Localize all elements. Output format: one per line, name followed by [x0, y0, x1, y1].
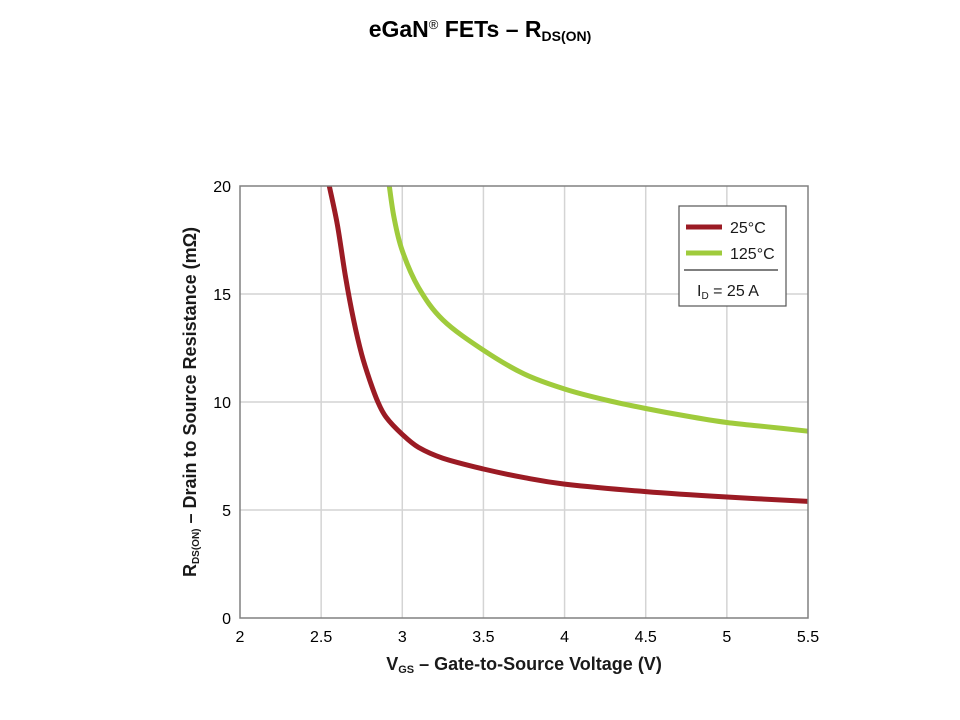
- x-axis-label-sub: GS: [398, 664, 414, 676]
- series-layer: [326, 185, 809, 504]
- x-tick-label-3: 3.5: [472, 629, 494, 646]
- x-tick-label-0: 2: [236, 629, 245, 646]
- title-mid: FETs – R: [438, 16, 542, 42]
- y-tick-label-4: 20: [213, 179, 231, 196]
- series-line-1: [386, 185, 809, 434]
- slide-title: eGaN® FETs – RDS(ON): [0, 16, 960, 44]
- y-axis-label-main: R: [180, 564, 200, 577]
- y-axis-label-rest: – Drain to Source Resistance (mΩ): [180, 227, 200, 529]
- gridlines: [240, 186, 808, 618]
- legend-note-rest: = 25 A: [709, 283, 760, 300]
- legend-label-25c: 25°C: [730, 220, 766, 237]
- x-tick-label-1: 2.5: [310, 629, 332, 646]
- y-axis-label-sub: DS(ON): [191, 528, 202, 564]
- legend-label-125c: 125°C: [730, 246, 775, 263]
- x-tick-label-4: 4: [560, 629, 569, 646]
- series-line-0: [326, 185, 809, 504]
- x-tick-label-2: 3: [398, 629, 407, 646]
- y-tick-label-0: 0: [222, 611, 231, 628]
- x-tick-label-7: 5.5: [797, 629, 819, 646]
- legend: 25°C 125°C ID = 25 A: [678, 205, 787, 307]
- y-tick-labels: 0 5 10 15 20: [213, 179, 231, 628]
- title-subscript: DS(ON): [541, 28, 592, 44]
- y-tick-label-2: 10: [213, 395, 231, 412]
- x-tick-labels: 2 2.5 3 3.5 4 4.5 5 5.5: [236, 629, 820, 646]
- title-main: eGaN: [368, 16, 429, 42]
- y-tick-label-1: 5: [222, 503, 231, 520]
- y-axis-label: RDS(ON) – Drain to Source Resistance (mΩ…: [180, 227, 202, 577]
- legend-box: [678, 205, 787, 307]
- plot-frame: [239, 185, 809, 619]
- x-axis-label-main: V: [386, 654, 398, 674]
- x-tick-label-6: 5: [722, 629, 731, 646]
- y-tick-label-3: 15: [213, 287, 231, 304]
- x-tick-label-5: 4.5: [635, 629, 657, 646]
- legend-note-main: I: [697, 283, 701, 300]
- legend-note: ID = 25 A: [697, 283, 759, 302]
- registered-mark: ®: [428, 17, 439, 32]
- legend-note-sub: D: [701, 291, 708, 302]
- x-axis-label: VGS – Gate-to-Source Voltage (V): [386, 654, 662, 676]
- x-axis-label-rest: – Gate-to-Source Voltage (V): [414, 654, 662, 674]
